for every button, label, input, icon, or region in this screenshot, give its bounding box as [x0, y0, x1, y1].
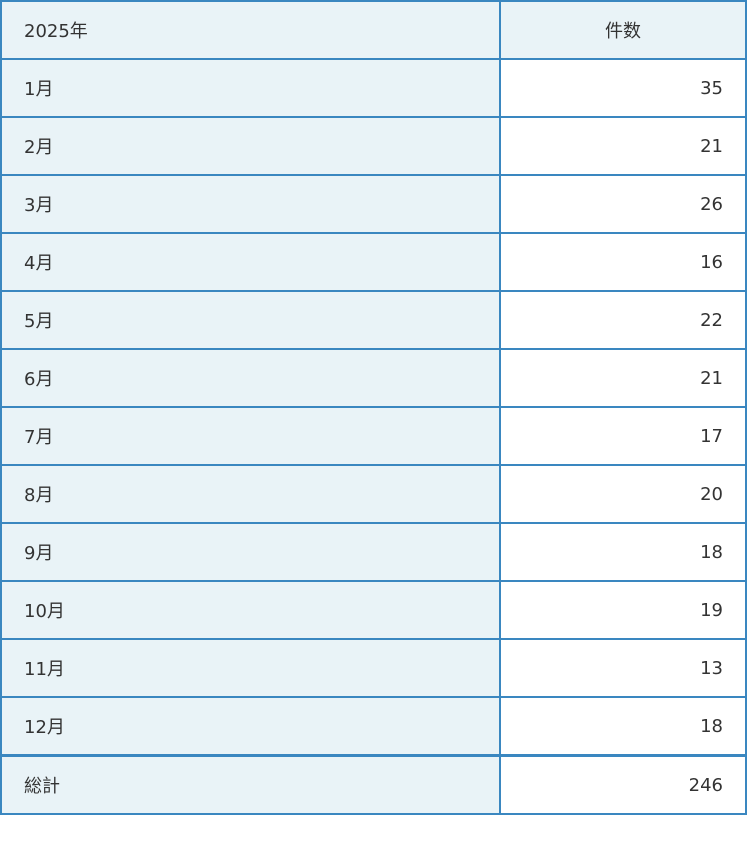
monthly-count-table: 2025年 件数 1月 35 2月 21 3月 26 4月 16 5月 22 6月 21 7月 17 8月 2…	[0, 0, 747, 815]
month-cell: 12月	[0, 696, 501, 757]
month-cell: 8月	[0, 464, 501, 524]
table-row: 10月 19	[0, 580, 747, 640]
header-count: 件数	[499, 0, 747, 60]
table-row: 11月 13	[0, 638, 747, 698]
total-count: 246	[499, 754, 747, 815]
header-year: 2025年	[0, 0, 501, 60]
month-cell: 6月	[0, 348, 501, 408]
month-cell: 11月	[0, 638, 501, 698]
count-cell: 21	[499, 348, 747, 408]
month-cell: 7月	[0, 406, 501, 466]
table-row: 6月 21	[0, 348, 747, 408]
total-row: 総計 246	[0, 754, 747, 815]
count-cell: 20	[499, 464, 747, 524]
table-row: 7月 17	[0, 406, 747, 466]
table-header-row: 2025年 件数	[0, 0, 747, 60]
table-row: 4月 16	[0, 232, 747, 292]
table-row: 2月 21	[0, 116, 747, 176]
month-cell: 2月	[0, 116, 501, 176]
count-cell: 16	[499, 232, 747, 292]
table-row: 1月 35	[0, 58, 747, 118]
total-label: 総計	[0, 754, 501, 815]
table-row: 9月 18	[0, 522, 747, 582]
count-cell: 22	[499, 290, 747, 350]
month-cell: 3月	[0, 174, 501, 234]
count-cell: 19	[499, 580, 747, 640]
table-row: 8月 20	[0, 464, 747, 524]
table-row: 5月 22	[0, 290, 747, 350]
month-cell: 5月	[0, 290, 501, 350]
count-cell: 26	[499, 174, 747, 234]
table-row: 12月 18	[0, 696, 747, 757]
count-cell: 21	[499, 116, 747, 176]
month-cell: 1月	[0, 58, 501, 118]
count-cell: 17	[499, 406, 747, 466]
month-cell: 4月	[0, 232, 501, 292]
count-cell: 35	[499, 58, 747, 118]
month-cell: 10月	[0, 580, 501, 640]
month-cell: 9月	[0, 522, 501, 582]
table-row: 3月 26	[0, 174, 747, 234]
count-cell: 18	[499, 696, 747, 757]
count-cell: 13	[499, 638, 747, 698]
count-cell: 18	[499, 522, 747, 582]
